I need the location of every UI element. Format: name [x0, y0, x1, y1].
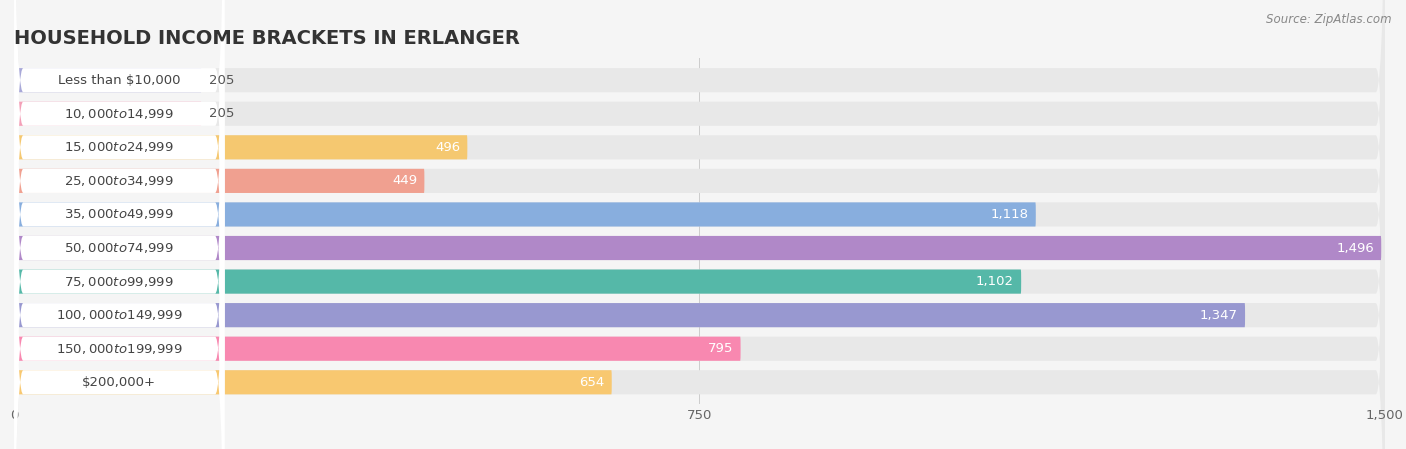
Text: $75,000 to $99,999: $75,000 to $99,999 [65, 275, 174, 289]
Text: HOUSEHOLD INCOME BRACKETS IN ERLANGER: HOUSEHOLD INCOME BRACKETS IN ERLANGER [14, 30, 520, 48]
FancyBboxPatch shape [14, 269, 1021, 294]
Text: $10,000 to $14,999: $10,000 to $14,999 [65, 107, 174, 121]
FancyBboxPatch shape [14, 0, 1385, 449]
FancyBboxPatch shape [14, 236, 1381, 260]
Text: 795: 795 [709, 342, 734, 355]
Text: 496: 496 [434, 141, 460, 154]
Text: 1,118: 1,118 [990, 208, 1029, 221]
FancyBboxPatch shape [14, 0, 225, 449]
Text: $200,000+: $200,000+ [82, 376, 156, 389]
FancyBboxPatch shape [14, 0, 225, 449]
Text: $35,000 to $49,999: $35,000 to $49,999 [65, 207, 174, 221]
FancyBboxPatch shape [14, 135, 467, 159]
FancyBboxPatch shape [14, 202, 1036, 227]
FancyBboxPatch shape [14, 25, 1385, 449]
Text: 1,347: 1,347 [1199, 308, 1237, 321]
FancyBboxPatch shape [14, 0, 1385, 449]
FancyBboxPatch shape [14, 169, 425, 193]
Text: Less than $10,000: Less than $10,000 [58, 74, 180, 87]
FancyBboxPatch shape [14, 0, 1385, 437]
Text: Source: ZipAtlas.com: Source: ZipAtlas.com [1267, 13, 1392, 26]
FancyBboxPatch shape [14, 370, 612, 394]
FancyBboxPatch shape [14, 0, 225, 449]
FancyBboxPatch shape [14, 0, 225, 437]
Text: 654: 654 [579, 376, 605, 389]
FancyBboxPatch shape [14, 0, 1385, 449]
Text: $150,000 to $199,999: $150,000 to $199,999 [56, 342, 183, 356]
FancyBboxPatch shape [14, 101, 201, 126]
FancyBboxPatch shape [14, 0, 225, 449]
Text: $15,000 to $24,999: $15,000 to $24,999 [65, 141, 174, 154]
Text: $100,000 to $149,999: $100,000 to $149,999 [56, 308, 183, 322]
FancyBboxPatch shape [14, 337, 741, 361]
FancyBboxPatch shape [14, 59, 225, 449]
FancyBboxPatch shape [14, 68, 201, 92]
Text: $50,000 to $74,999: $50,000 to $74,999 [65, 241, 174, 255]
Text: 449: 449 [392, 174, 418, 187]
FancyBboxPatch shape [14, 0, 225, 449]
FancyBboxPatch shape [14, 303, 1246, 327]
FancyBboxPatch shape [14, 0, 1385, 449]
Text: 1,102: 1,102 [976, 275, 1014, 288]
FancyBboxPatch shape [14, 0, 1385, 404]
Text: 1,496: 1,496 [1336, 242, 1374, 255]
FancyBboxPatch shape [14, 0, 1385, 449]
Text: 205: 205 [208, 74, 233, 87]
Text: $25,000 to $34,999: $25,000 to $34,999 [65, 174, 174, 188]
Text: 205: 205 [208, 107, 233, 120]
FancyBboxPatch shape [14, 0, 225, 404]
FancyBboxPatch shape [14, 59, 1385, 449]
FancyBboxPatch shape [14, 0, 1385, 449]
FancyBboxPatch shape [14, 0, 225, 449]
FancyBboxPatch shape [14, 25, 225, 449]
